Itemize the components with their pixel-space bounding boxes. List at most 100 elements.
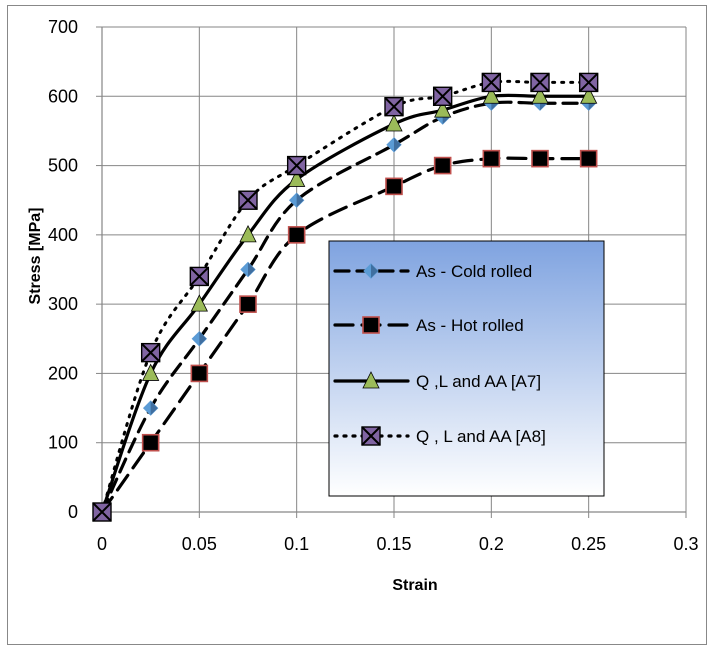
series-layer bbox=[92, 72, 599, 522]
tick-labels: 0 100 200 300 400 500 600 700 0 0.05 0.1 0.15 0.2 0.2… bbox=[48, 17, 699, 554]
y-axis-title: Stress [MPa] bbox=[27, 208, 44, 305]
data-point bbox=[386, 137, 402, 153]
marker-shape bbox=[288, 192, 305, 208]
marker-cross bbox=[384, 96, 404, 117]
series-4 bbox=[92, 72, 599, 522]
data-point bbox=[141, 433, 160, 452]
marker-cross bbox=[92, 502, 112, 522]
data-point bbox=[531, 149, 549, 168]
data-point bbox=[384, 96, 404, 117]
data-point bbox=[530, 72, 550, 93]
data-point bbox=[434, 100, 452, 118]
x-tick-label: 0.15 bbox=[376, 534, 411, 554]
legend-item-3: Q ,L and AA [A7] bbox=[333, 371, 541, 391]
x-tick-label: 0.05 bbox=[182, 534, 217, 554]
marker-shape bbox=[531, 86, 549, 104]
marker-shape bbox=[141, 433, 160, 452]
marker-shape bbox=[482, 149, 501, 168]
y-tick-label: 500 bbox=[48, 156, 78, 176]
legend-label: As - Cold rolled bbox=[416, 262, 532, 281]
data-point bbox=[92, 502, 112, 522]
data-point bbox=[385, 114, 403, 132]
stress-strain-chart: 0 100 200 300 400 500 600 700 0 0.05 0.1 0.15 0.2 0.2… bbox=[27, 17, 699, 594]
marker-shade bbox=[394, 137, 401, 152]
legend-marker bbox=[362, 316, 380, 334]
marker-shape bbox=[386, 137, 402, 153]
marker-cross bbox=[578, 72, 599, 93]
marker-cross bbox=[481, 72, 502, 93]
marker-shape bbox=[434, 100, 452, 118]
marker-shape bbox=[239, 224, 257, 243]
marker-shade bbox=[248, 262, 255, 277]
data-point bbox=[238, 190, 258, 210]
data-point bbox=[286, 155, 307, 176]
data-point bbox=[240, 261, 256, 278]
marker-shape bbox=[190, 294, 208, 312]
data-point bbox=[191, 331, 208, 347]
data-point bbox=[190, 294, 208, 312]
data-point bbox=[140, 342, 161, 363]
y-tick-label: 100 bbox=[48, 433, 78, 453]
x-axis-title: Strain bbox=[392, 577, 437, 594]
marker-shape bbox=[190, 364, 209, 383]
marker-shape bbox=[362, 371, 380, 389]
legend-label: Q , L and AA [A8] bbox=[416, 427, 546, 446]
marker-shade bbox=[199, 331, 207, 346]
marker-cross bbox=[238, 190, 258, 210]
marker-shade bbox=[371, 264, 378, 278]
legend-item-1: As - Cold rolled bbox=[333, 262, 532, 281]
data-point bbox=[432, 86, 453, 106]
marker-shade bbox=[296, 193, 304, 208]
data-point bbox=[288, 169, 306, 187]
marker-cross bbox=[189, 266, 210, 287]
marker-shape bbox=[240, 261, 256, 278]
x-tick-label: 0.25 bbox=[571, 534, 606, 554]
data-point bbox=[142, 400, 159, 416]
marker-cross bbox=[530, 72, 550, 93]
y-tick-label: 700 bbox=[48, 17, 78, 37]
data-point bbox=[385, 177, 403, 196]
y-tick-label: 300 bbox=[48, 294, 78, 314]
marker-shape bbox=[482, 86, 500, 104]
data-point bbox=[189, 266, 210, 287]
x-tick-label: 0.1 bbox=[284, 534, 309, 554]
series-line bbox=[100, 156, 591, 514]
marker-shape bbox=[385, 177, 403, 196]
legend-label: As - Hot rolled bbox=[416, 316, 524, 335]
data-point bbox=[579, 149, 598, 168]
data-point bbox=[239, 295, 257, 313]
marker-shape bbox=[433, 156, 452, 175]
x-tick-label: 0.3 bbox=[673, 534, 698, 554]
data-point bbox=[580, 86, 598, 104]
marker-shape bbox=[385, 114, 403, 132]
marker-cross bbox=[361, 426, 381, 446]
marker-shape bbox=[579, 149, 598, 168]
data-point bbox=[433, 156, 452, 175]
marker-shape bbox=[142, 363, 160, 381]
marker-shape bbox=[580, 86, 598, 104]
y-tick-label: 0 bbox=[68, 502, 78, 522]
marker-cross bbox=[432, 86, 453, 106]
legend-item-2: As - Hot rolled bbox=[333, 316, 524, 335]
data-point bbox=[190, 364, 209, 383]
data-point bbox=[142, 363, 160, 381]
data-point bbox=[239, 224, 257, 243]
series-2 bbox=[93, 149, 598, 521]
legend-item-4: Q , L and AA [A8] bbox=[333, 426, 546, 446]
data-point bbox=[481, 72, 502, 93]
legend-marker bbox=[363, 263, 379, 279]
data-point bbox=[578, 72, 599, 93]
marker-shape bbox=[287, 226, 306, 244]
marker-shape bbox=[288, 169, 306, 187]
legend-marker bbox=[361, 426, 381, 446]
data-point bbox=[287, 226, 306, 244]
legend: As - Cold rolled As - Hot rolled Q ,L and … bbox=[328, 240, 605, 497]
marker-shape bbox=[142, 400, 159, 416]
legend-box bbox=[328, 240, 605, 497]
marker-shape bbox=[363, 263, 379, 279]
marker-cross bbox=[140, 342, 161, 363]
x-tick-label: 0.2 bbox=[479, 534, 504, 554]
y-tick-label: 600 bbox=[48, 86, 78, 106]
series-line bbox=[100, 100, 591, 514]
marker-cross bbox=[286, 155, 307, 176]
